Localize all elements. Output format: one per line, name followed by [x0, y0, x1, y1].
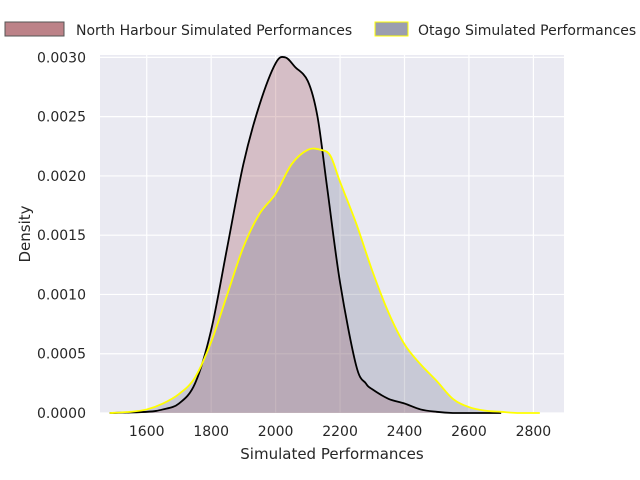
x-tick-label: 1800: [193, 424, 229, 440]
y-tick-labels: 0.0000 0.0005 0.0010 0.0015 0.0020 0.0025 0.00…: [37, 50, 86, 422]
line-otago: [109, 147, 540, 414]
area-otago: [109, 148, 540, 413]
x-tick-label: 2400: [387, 424, 423, 440]
x-tick-label: 2200: [322, 424, 358, 440]
y-tick-label: 0.0030: [37, 50, 86, 66]
x-axis-label: Simulated Performances: [240, 445, 424, 463]
legend: North Harbour Simulated Performances Ota…: [4, 21, 636, 39]
y-axis-label: Density: [16, 205, 34, 262]
y-tick-label: 0.0000: [37, 406, 86, 422]
x-tick-labels: 1600 1800 2000 2200 2400 2600 2800: [129, 424, 551, 440]
x-tick-label: 1600: [129, 424, 165, 440]
area-north-harbour: [109, 56, 502, 414]
legend-swatch-north-harbour: [4, 21, 65, 37]
y-tick-label: 0.0010: [37, 287, 86, 303]
y-gridlines: [100, 56, 564, 414]
y-tick-label: 0.0020: [37, 169, 86, 185]
density-areas: [109, 56, 540, 414]
x-tick-label: 2800: [516, 424, 552, 440]
y-tick-label: 0.0025: [37, 110, 86, 126]
line-north-harbour: [109, 56, 502, 414]
legend-swatch-otago: [374, 21, 409, 37]
x-tick-label: 2600: [451, 424, 487, 440]
legend-label-north-harbour: North Harbour Simulated Performances: [76, 23, 352, 39]
x-tick-label: 2000: [258, 424, 294, 440]
y-tick-label: 0.0015: [37, 228, 86, 244]
legend-label-otago: Otago Simulated Performances: [418, 23, 636, 39]
y-tick-label: 0.0005: [37, 347, 86, 363]
